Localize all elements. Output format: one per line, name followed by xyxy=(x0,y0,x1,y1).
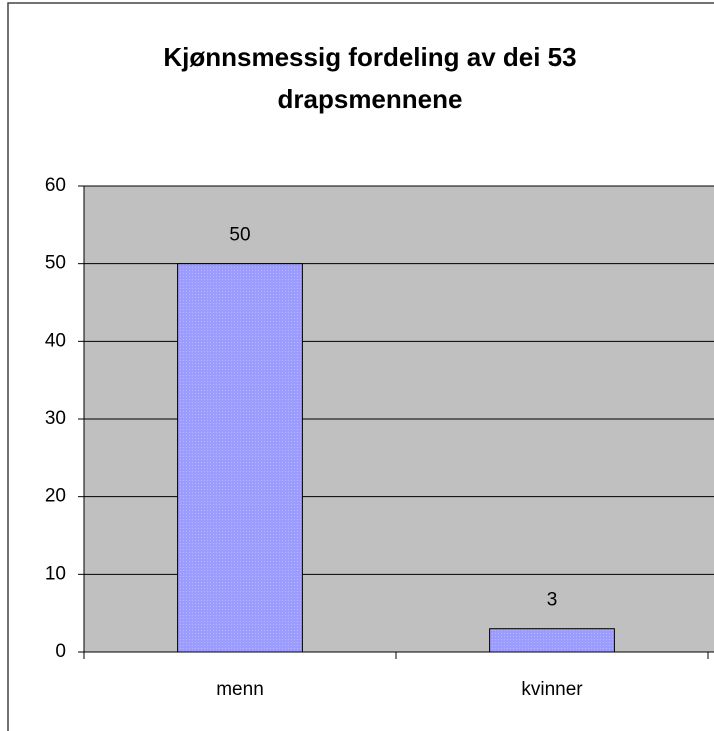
chart-title: Kjønnsmessig fordeling av dei 53 drapsme… xyxy=(163,42,577,114)
y-tick-label: 0 xyxy=(55,641,66,662)
bar xyxy=(177,263,303,653)
y-tick-label: 60 xyxy=(45,175,66,196)
y-tick-label: 20 xyxy=(45,486,66,507)
data-label: 3 xyxy=(547,590,558,611)
y-tick-label: 50 xyxy=(45,253,66,274)
data-label: 50 xyxy=(229,225,250,246)
bar xyxy=(489,628,615,653)
x-tick-label: menn xyxy=(216,679,264,700)
y-tick-label: 30 xyxy=(45,408,66,429)
y-tick-label: 10 xyxy=(45,563,66,584)
chart-border xyxy=(7,2,714,731)
x-tick-label: kvinner xyxy=(521,679,583,700)
y-tick-label: 40 xyxy=(45,330,66,351)
